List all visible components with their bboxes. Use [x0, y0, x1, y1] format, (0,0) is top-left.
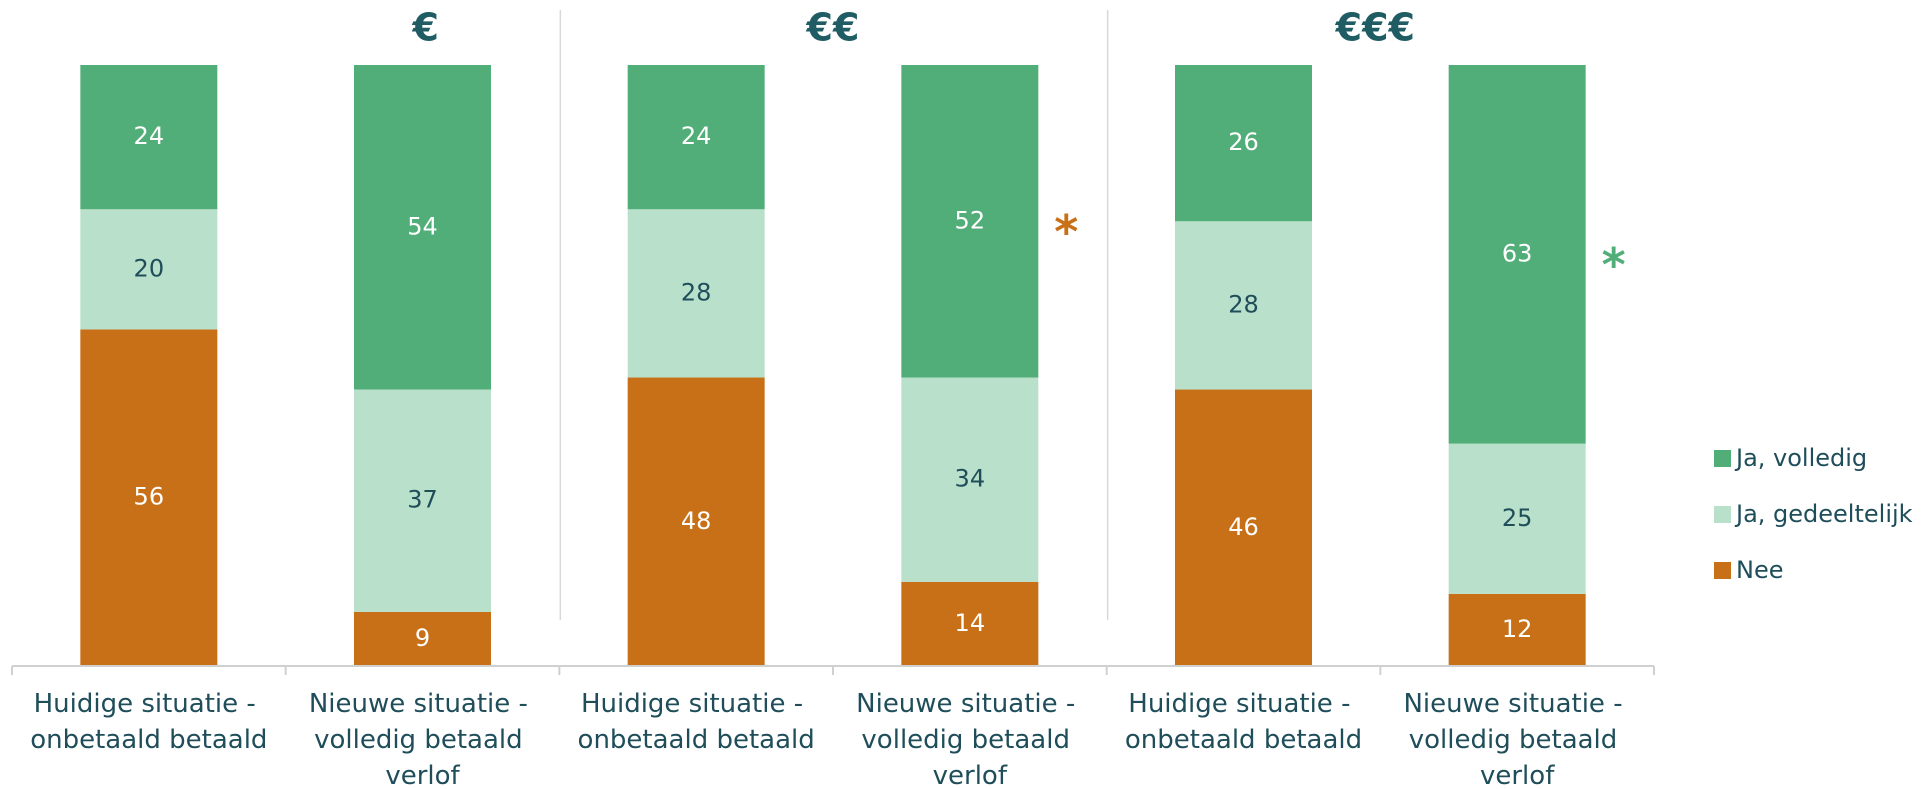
x-tick-line: Huidige situatie -	[1128, 689, 1358, 719]
x-tick-line: Nieuwe situatie -	[1403, 689, 1630, 719]
x-tick-line: Nieuwe situatie -	[309, 689, 536, 719]
x-tick-line: Huidige situatie -	[581, 689, 811, 719]
bar-segment	[901, 581, 1039, 666]
value-label: 20	[134, 254, 165, 282]
bar-segment	[627, 65, 765, 210]
x-tick-line: Huidige situatie -	[34, 689, 264, 719]
x-tick-line: onbetaald betaald	[1125, 725, 1362, 755]
bar-segment	[1448, 65, 1586, 444]
value-label: 14	[955, 609, 986, 637]
value-label: 46	[1228, 513, 1259, 541]
bar-segment	[1175, 389, 1312, 666]
bar-segment	[80, 65, 218, 210]
x-tick-label: Nieuwe situatie - volledig betaald verlo…	[309, 689, 536, 789]
bar-segment	[627, 209, 765, 378]
group-label: €€€	[1335, 6, 1415, 50]
annotation: *	[1602, 238, 1626, 292]
bar-segment	[80, 209, 218, 330]
value-label: 37	[407, 486, 438, 514]
bar-segment	[1175, 221, 1312, 390]
bar-segment	[1448, 593, 1586, 666]
x-tick-line: onbetaald betaald	[30, 725, 267, 755]
value-label: 34	[955, 465, 986, 493]
x-tick-label: Nieuwe situatie - volledig betaald verlo…	[856, 689, 1083, 789]
bar-segment	[354, 389, 491, 612]
bar-segment	[901, 65, 1039, 378]
x-tick-line: onbetaald betaald	[578, 725, 815, 755]
x-tick-line: volledig betaald	[861, 725, 1078, 755]
bar-segment	[80, 329, 218, 666]
legend-label: Nee	[1736, 556, 1783, 584]
legend-swatch	[1714, 450, 1731, 467]
x-tick-label: Huidige situatie - onbetaald betaald	[30, 689, 267, 755]
value-label: 12	[1502, 615, 1533, 643]
legend-swatch	[1714, 506, 1731, 523]
legend-label: Ja, volledig	[1734, 444, 1867, 472]
bar-segment	[354, 611, 491, 666]
value-label: 63	[1502, 239, 1533, 267]
value-label: 48	[681, 507, 712, 535]
bar-segment	[627, 377, 765, 666]
x-tick-line: volledig betaald	[1409, 725, 1626, 755]
x-tick-label: Nieuwe situatie - volledig betaald verlo…	[1403, 689, 1630, 789]
group-label: €	[411, 6, 438, 50]
value-label: 26	[1228, 128, 1259, 156]
bar-segment	[1175, 65, 1312, 222]
value-label: 24	[134, 122, 165, 150]
value-label: 9	[415, 624, 430, 652]
x-tick-line: Nieuwe situatie -	[856, 689, 1083, 719]
value-label: 54	[407, 212, 438, 240]
x-tick-line: volledig betaald	[314, 725, 531, 755]
bar-segment	[354, 65, 491, 390]
x-tick-line: verlof	[933, 761, 1008, 789]
value-label: 56	[134, 483, 165, 511]
x-tick-line: verlof	[1480, 761, 1555, 789]
x-tick-line: verlof	[385, 761, 460, 789]
value-label: 28	[1228, 290, 1259, 318]
x-tick-label: Huidige situatie - onbetaald betaald	[1125, 689, 1362, 755]
value-label: 28	[681, 278, 712, 306]
bar-segment	[901, 377, 1039, 582]
value-label: 24	[681, 122, 712, 150]
bar-segment	[1448, 443, 1586, 594]
annotation: *	[1054, 205, 1078, 259]
x-tick-label: Huidige situatie - onbetaald betaald	[578, 689, 815, 755]
group-label: €€	[806, 6, 860, 50]
legend-swatch	[1714, 562, 1731, 579]
value-label: 52	[955, 206, 986, 234]
legend-label: Ja, gedeeltelijk	[1734, 500, 1913, 528]
value-label: 25	[1502, 504, 1533, 532]
